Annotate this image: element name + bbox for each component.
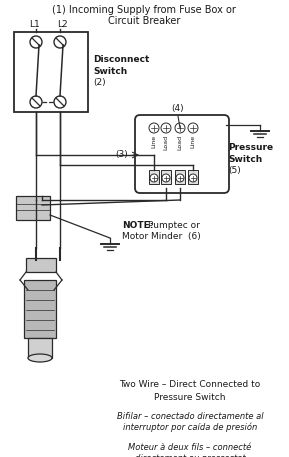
- Text: L2: L2: [57, 20, 67, 29]
- Text: Load: Load: [164, 135, 168, 150]
- Text: NOTE:: NOTE:: [122, 220, 153, 229]
- Circle shape: [161, 123, 171, 133]
- Circle shape: [149, 123, 159, 133]
- Bar: [188, 170, 198, 184]
- Text: Two Wire – Direct Connected to: Two Wire – Direct Connected to: [119, 380, 261, 389]
- Text: (4): (4): [172, 104, 184, 113]
- Text: Line: Line: [151, 135, 157, 148]
- Circle shape: [176, 174, 184, 182]
- Text: (5): (5): [228, 165, 241, 175]
- Text: Circuit Breaker: Circuit Breaker: [108, 16, 180, 26]
- Text: Disconnect: Disconnect: [93, 55, 149, 64]
- Bar: [24, 280, 56, 338]
- Circle shape: [189, 174, 197, 182]
- Bar: [149, 170, 159, 184]
- Bar: [16, 196, 50, 220]
- Ellipse shape: [28, 354, 52, 362]
- Text: (3): (3): [115, 150, 128, 159]
- Text: Line: Line: [190, 135, 195, 148]
- Circle shape: [54, 96, 66, 108]
- Text: Pressure Switch: Pressure Switch: [154, 393, 226, 402]
- Bar: [26, 258, 56, 272]
- Text: Load: Load: [177, 135, 182, 150]
- Circle shape: [54, 36, 66, 48]
- Circle shape: [162, 174, 170, 182]
- Bar: [28, 338, 52, 358]
- Bar: [175, 170, 185, 184]
- Text: Motor Minder  (6): Motor Minder (6): [122, 233, 201, 241]
- Text: Pumptec or: Pumptec or: [148, 220, 200, 229]
- Bar: [14, 32, 88, 112]
- Text: Switch: Switch: [228, 154, 262, 164]
- Text: Bifilar – conectado directamente al: Bifilar – conectado directamente al: [117, 412, 263, 421]
- Circle shape: [30, 36, 42, 48]
- Text: (2): (2): [93, 78, 105, 86]
- Text: Pressure: Pressure: [228, 143, 273, 153]
- Text: L1: L1: [29, 20, 39, 29]
- Text: (1) Incoming Supply from Fuse Box or: (1) Incoming Supply from Fuse Box or: [52, 5, 236, 15]
- Text: Switch: Switch: [93, 67, 127, 75]
- Text: Moteur à deux fils – connecté: Moteur à deux fils – connecté: [128, 443, 252, 452]
- Bar: [161, 170, 171, 184]
- Text: directement au pressostat: directement au pressostat: [135, 454, 245, 457]
- Circle shape: [175, 123, 185, 133]
- Text: interruptor por caída de presión: interruptor por caída de presión: [123, 423, 257, 432]
- Circle shape: [188, 123, 198, 133]
- Circle shape: [30, 96, 42, 108]
- Circle shape: [150, 174, 158, 182]
